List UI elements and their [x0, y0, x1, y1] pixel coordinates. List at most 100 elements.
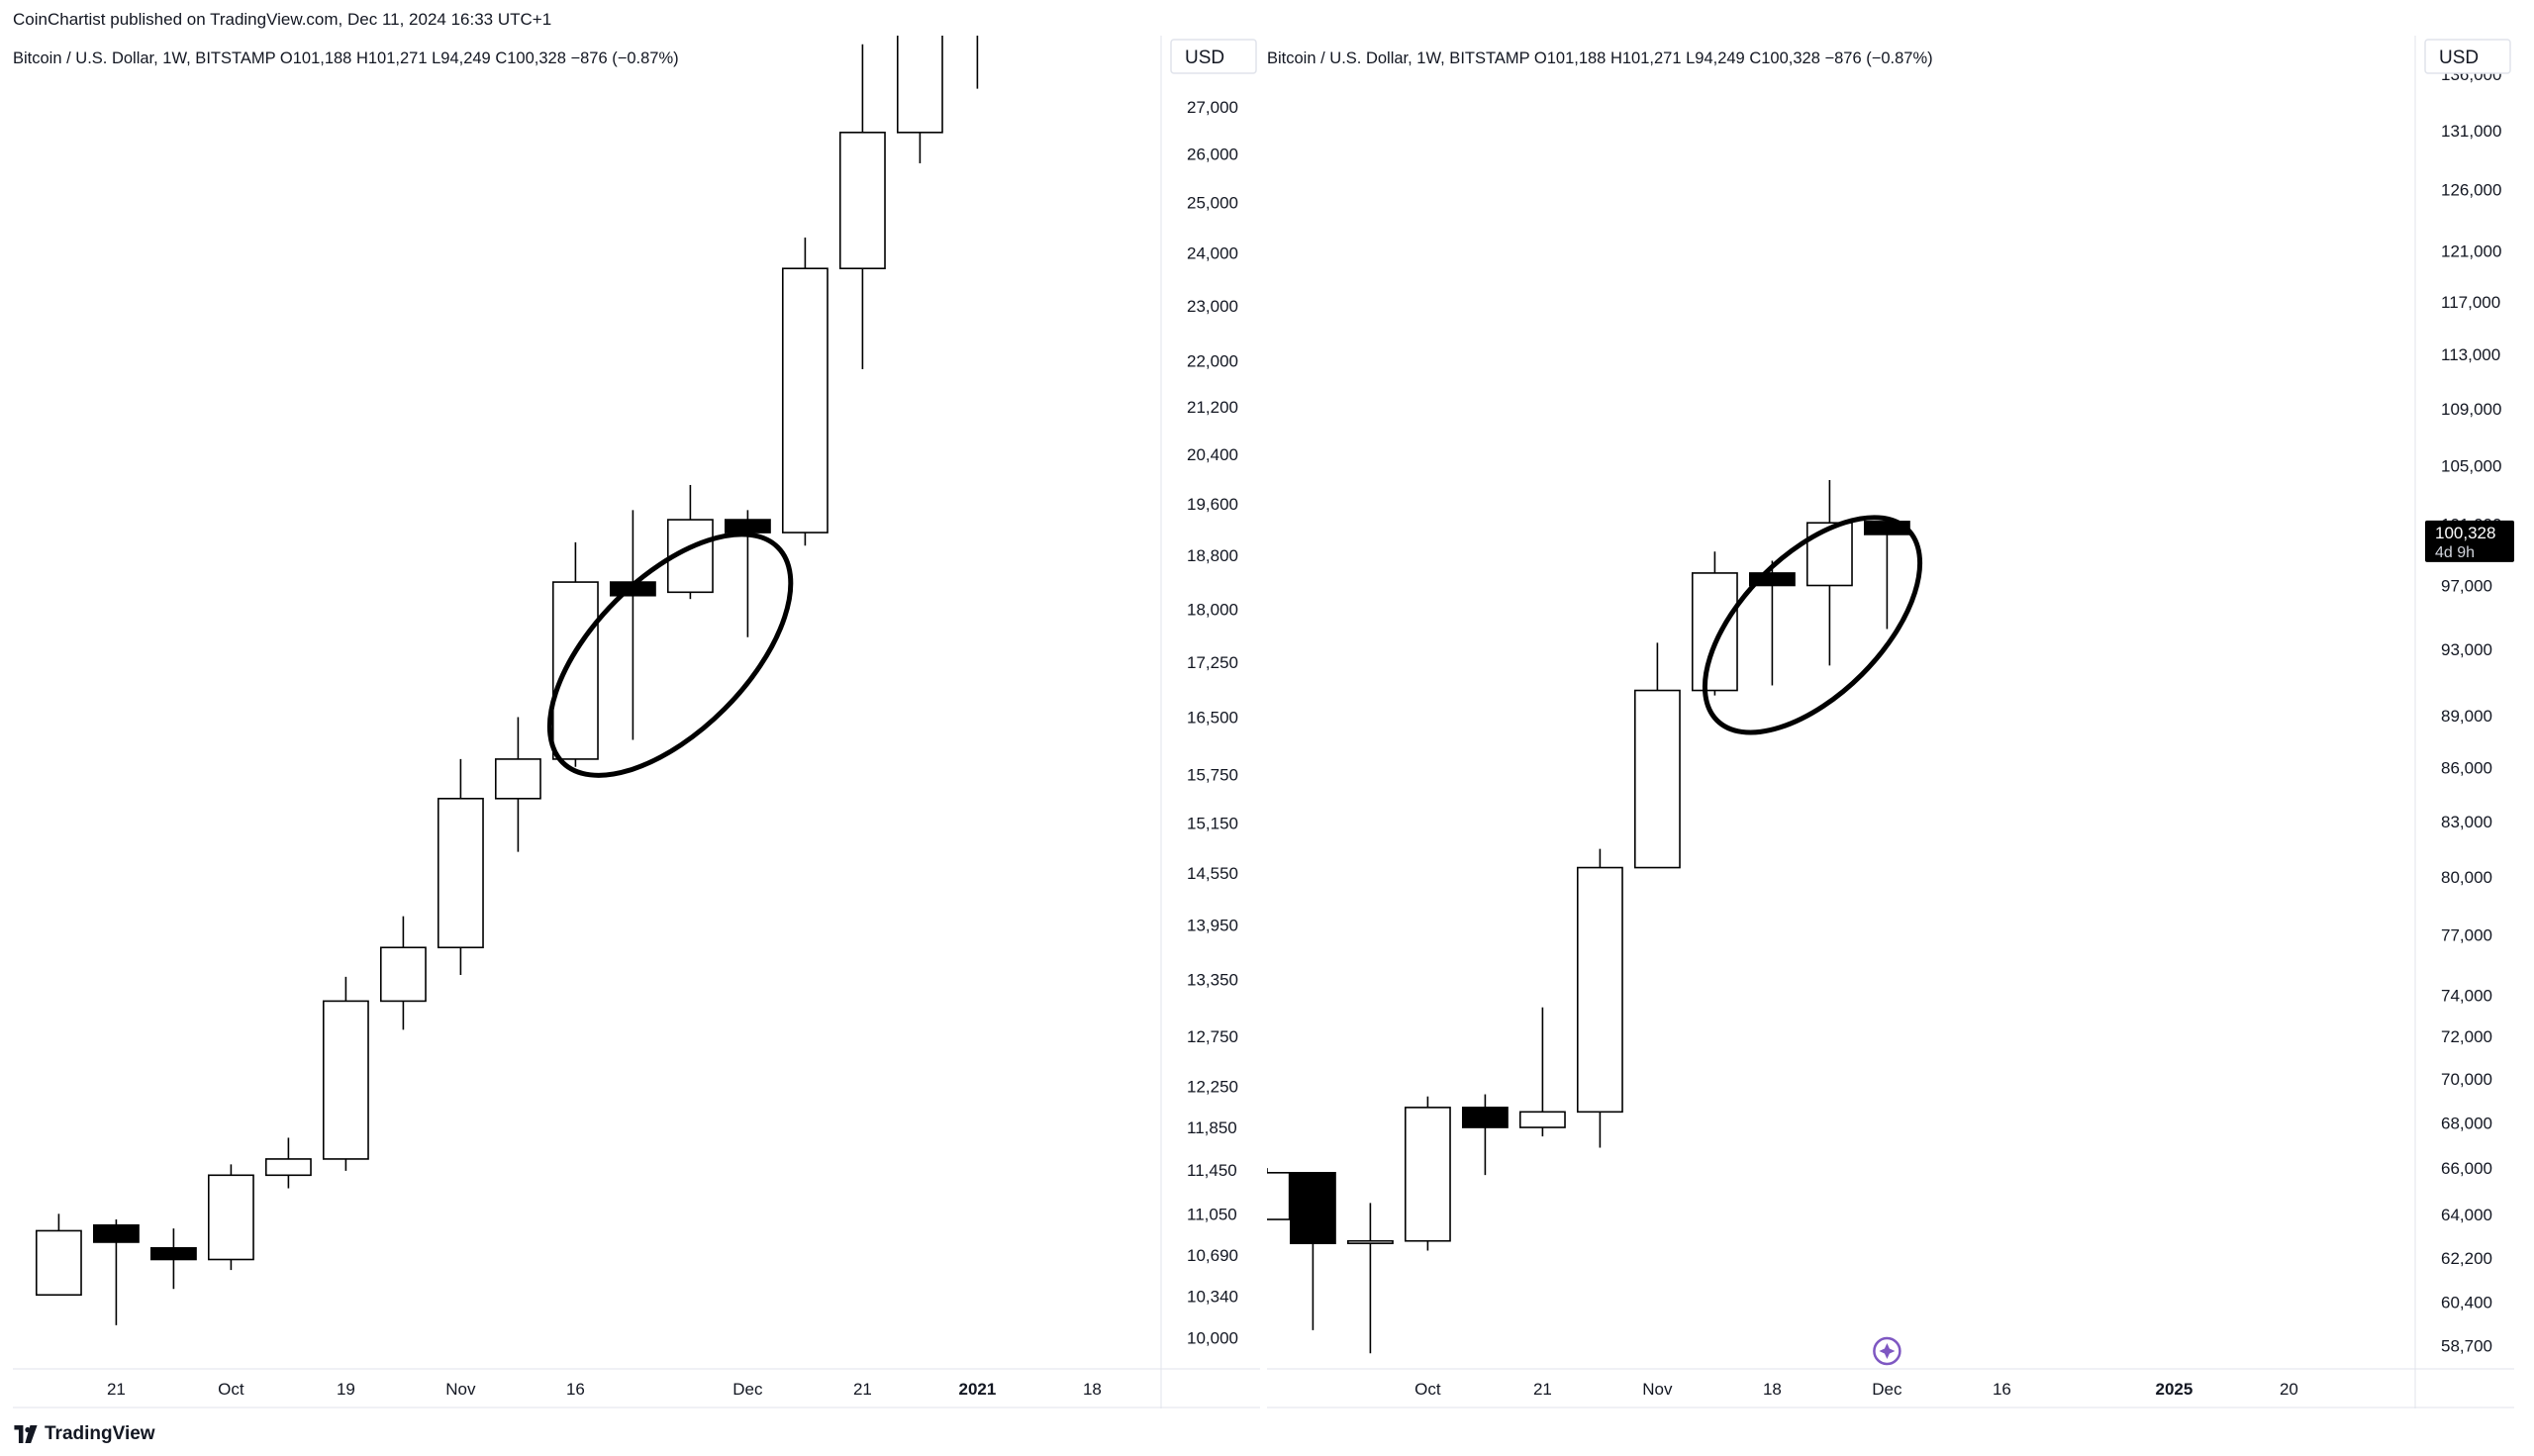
- y-tick-label: 11,050: [1187, 1205, 1237, 1223]
- x-tick-label: Dec: [1872, 1380, 1902, 1399]
- countdown-label: 4d 9h: [2435, 544, 2475, 561]
- candle: [1346, 1203, 1394, 1354]
- x-tick-label: Oct: [218, 1380, 244, 1399]
- candle: [1576, 848, 1623, 1148]
- candle-body: [781, 267, 828, 534]
- y-tick-label: 126,000: [2441, 181, 2501, 200]
- y-tick-label: 74,000: [2441, 986, 2492, 1005]
- y-tick-label: 10,690: [1187, 1246, 1238, 1265]
- y-tick-label: 70,000: [2441, 1070, 2492, 1089]
- candle: [35, 1213, 82, 1297]
- y-tick-label: 68,000: [2441, 1115, 2492, 1133]
- chart-legend: Bitcoin / U.S. Dollar, 1W, BITSTAMP O101…: [13, 49, 679, 67]
- y-tick-label: 13,950: [1187, 917, 1238, 935]
- candle-body: [1289, 1172, 1336, 1244]
- y-tick-label: 13,350: [1187, 971, 1238, 990]
- candle: [724, 510, 771, 637]
- y-tick-label: 18,800: [1187, 546, 1238, 565]
- y-tick-label: 109,000: [2441, 400, 2501, 419]
- y-tick-label: 97,000: [2441, 576, 2492, 595]
- candle: [1633, 642, 1681, 869]
- x-tick-label: Nov: [445, 1380, 476, 1399]
- candle-body: [494, 758, 541, 800]
- currency-button[interactable]: USD: [2424, 39, 2511, 74]
- y-tick-label: 27,000: [1187, 98, 1238, 117]
- event-icon[interactable]: [1873, 1336, 1901, 1366]
- candle-body: [1346, 1239, 1394, 1244]
- candle-body: [838, 132, 886, 270]
- candle-body: [1691, 572, 1738, 692]
- x-tick-label: 18: [1763, 1380, 1782, 1399]
- x-tick-label: 21: [853, 1380, 872, 1399]
- x-tick-label: 2025: [2155, 1380, 2193, 1399]
- y-tick-label: 105,000: [2441, 456, 2501, 475]
- candle-body: [1633, 689, 1681, 869]
- tradingview-brand: TradingView: [13, 1420, 155, 1448]
- y-tick-label: 11,450: [1187, 1161, 1237, 1180]
- candle: [1461, 1094, 1509, 1176]
- candle: [1267, 1168, 1291, 1220]
- candle-body: [1576, 866, 1623, 1114]
- x-tick-label: 18: [1083, 1380, 1102, 1399]
- y-tick-label: 62,200: [2441, 1249, 2492, 1268]
- y-tick-label: 10,000: [1187, 1328, 1238, 1347]
- chart-left[interactable]: Bitcoin / U.S. Dollar, 1W, BITSTAMP O101…: [13, 36, 1260, 1408]
- x-tick-label: 16: [566, 1380, 585, 1399]
- y-tick-label: 11,850: [1187, 1118, 1237, 1137]
- x-tick-label: 16: [1993, 1380, 2011, 1399]
- y-tick-label: 117,000: [2441, 293, 2500, 312]
- candle-body: [724, 519, 771, 534]
- candle: [551, 541, 599, 767]
- candle: [1863, 520, 1910, 630]
- y-tick-label: 12,750: [1187, 1027, 1238, 1046]
- candle-body: [1805, 522, 1853, 587]
- y-tick-label: 60,400: [2441, 1294, 2492, 1312]
- y-tick-label: 72,000: [2441, 1027, 2492, 1046]
- candle: [1518, 1007, 1566, 1137]
- y-tick-label: 14,550: [1187, 864, 1238, 883]
- candle-body: [92, 1223, 140, 1243]
- chart-panel-right[interactable]: Bitcoin / U.S. Dollar, 1W, BITSTAMP O101…: [1267, 36, 2514, 1408]
- tradingview-logo-icon: [14, 1425, 38, 1443]
- candle-body: [551, 581, 599, 760]
- current-price-badge: [2425, 520, 2514, 562]
- x-tick-label: 21: [107, 1380, 126, 1399]
- candle: [838, 44, 886, 369]
- y-tick-label: 15,150: [1187, 814, 1238, 832]
- ellipse-annotation: [1702, 515, 1923, 735]
- currency-button-bg: [2424, 39, 2511, 74]
- candle-body: [264, 1158, 312, 1177]
- candle-body: [207, 1174, 254, 1261]
- x-tick-label: Dec: [732, 1380, 763, 1399]
- candle-body: [1461, 1107, 1509, 1128]
- candles-group: [1267, 479, 1910, 1354]
- y-tick-label: 83,000: [2441, 813, 2492, 831]
- x-tick-label: 19: [337, 1380, 355, 1399]
- candle-body: [149, 1246, 197, 1261]
- y-tick-label: 89,000: [2441, 707, 2492, 726]
- candle: [149, 1228, 197, 1290]
- x-tick-label: Nov: [1642, 1380, 1673, 1399]
- candle: [494, 717, 541, 852]
- candle: [976, 36, 979, 89]
- candle: [207, 1164, 254, 1271]
- chart-right[interactable]: Bitcoin / U.S. Dollar, 1W, BITSTAMP O101…: [1267, 36, 2514, 1408]
- candles-group: [35, 36, 979, 1325]
- currency-label: USD: [2439, 48, 2479, 68]
- y-tick-label: 121,000: [2441, 243, 2501, 261]
- y-tick-label: 17,250: [1187, 653, 1238, 672]
- chart-legend: Bitcoin / U.S. Dollar, 1W, BITSTAMP O101…: [1267, 49, 1933, 67]
- y-tick-label: 80,000: [2441, 868, 2492, 887]
- y-tick-label: 20,400: [1187, 445, 1238, 464]
- y-tick-label: 15,750: [1187, 766, 1238, 785]
- chart-panel-left[interactable]: Bitcoin / U.S. Dollar, 1W, BITSTAMP O101…: [13, 36, 1260, 1408]
- y-tick-label: 77,000: [2441, 926, 2492, 945]
- event-icon-star: [1879, 1343, 1896, 1359]
- candle: [1404, 1096, 1451, 1251]
- candle: [92, 1219, 140, 1325]
- current-price-label: 100,328: [2435, 524, 2495, 542]
- candle: [379, 916, 427, 1030]
- y-tick-label: 21,200: [1187, 398, 1238, 417]
- candle: [264, 1137, 312, 1189]
- currency-button[interactable]: USD: [1170, 39, 1257, 74]
